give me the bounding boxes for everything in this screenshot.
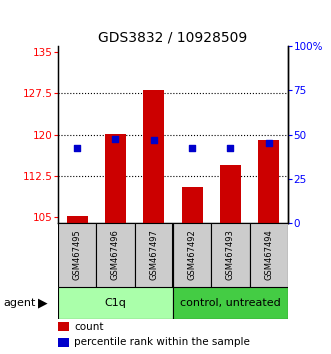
Bar bbox=[143, 90, 164, 223]
Text: percentile rank within the sample: percentile rank within the sample bbox=[74, 337, 250, 348]
Text: GSM467495: GSM467495 bbox=[72, 229, 82, 280]
Point bbox=[189, 145, 195, 151]
Text: GSM467493: GSM467493 bbox=[226, 229, 235, 280]
Bar bbox=[220, 165, 241, 223]
Text: GSM467496: GSM467496 bbox=[111, 229, 120, 280]
Text: agent: agent bbox=[3, 298, 36, 308]
Point bbox=[74, 145, 80, 151]
Point bbox=[151, 137, 157, 143]
Bar bbox=[182, 187, 203, 223]
Text: GSM467497: GSM467497 bbox=[149, 229, 158, 280]
Bar bbox=[173, 223, 211, 287]
Bar bbox=[58, 322, 70, 331]
Bar bbox=[58, 338, 70, 347]
Bar bbox=[258, 140, 279, 223]
Point bbox=[228, 145, 233, 151]
Bar bbox=[105, 134, 126, 223]
Point bbox=[113, 136, 118, 142]
Text: count: count bbox=[74, 321, 104, 332]
Title: GDS3832 / 10928509: GDS3832 / 10928509 bbox=[98, 31, 248, 45]
Point bbox=[266, 140, 271, 145]
Bar bbox=[58, 287, 173, 319]
Text: control, untreated: control, untreated bbox=[180, 298, 281, 308]
Bar bbox=[96, 223, 135, 287]
Bar bbox=[250, 223, 288, 287]
Text: C1q: C1q bbox=[105, 298, 126, 308]
Bar bbox=[135, 223, 173, 287]
Bar bbox=[67, 216, 88, 223]
Bar bbox=[173, 287, 288, 319]
Text: GSM467494: GSM467494 bbox=[264, 229, 273, 280]
Text: ▶: ▶ bbox=[38, 296, 48, 309]
Bar bbox=[58, 223, 96, 287]
Text: GSM467492: GSM467492 bbox=[188, 229, 197, 280]
Bar bbox=[211, 223, 250, 287]
